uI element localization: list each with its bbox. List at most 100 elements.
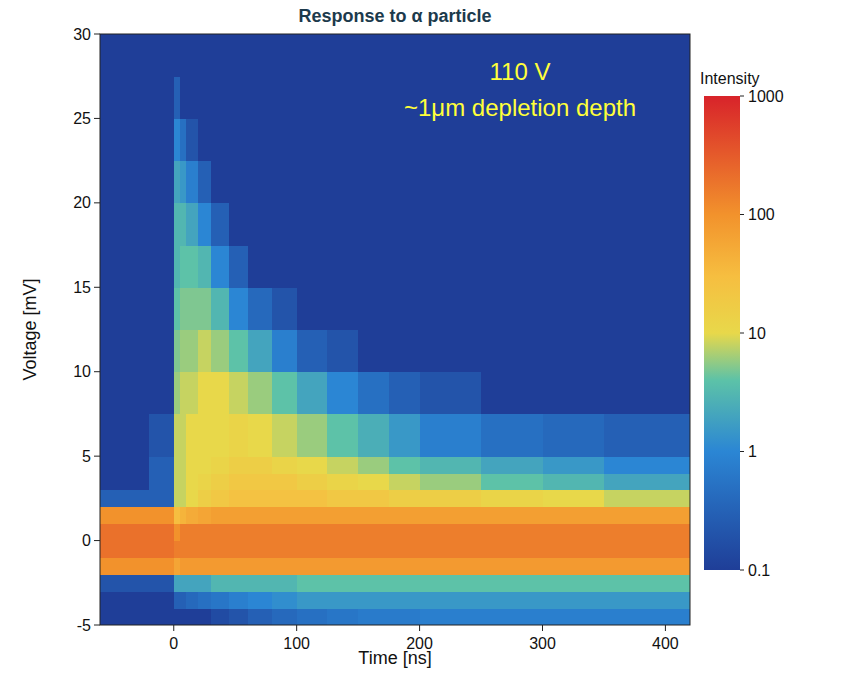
heatmap-cell xyxy=(389,473,420,490)
heatmap-cell xyxy=(100,118,150,161)
heatmap-cell xyxy=(248,118,273,161)
heatmap-cell xyxy=(211,507,230,524)
heatmap-cell xyxy=(211,118,230,161)
heatmap-cell xyxy=(180,414,187,457)
heatmap-cell xyxy=(174,118,181,161)
heatmap-cell xyxy=(229,473,248,490)
heatmap-cell xyxy=(180,330,187,373)
y-tick-label: 30 xyxy=(73,26,91,43)
heatmap-cell xyxy=(174,456,181,473)
colorbar-tick xyxy=(740,96,744,97)
heatmap-cell xyxy=(481,574,543,591)
chart: Response to α particle0100200300400-5051… xyxy=(0,0,851,681)
heatmap-cell xyxy=(149,34,174,77)
heatmap-cell xyxy=(149,524,174,541)
heatmap-cell xyxy=(229,507,248,524)
heatmap-cell xyxy=(186,524,199,541)
heatmap-cell xyxy=(180,161,187,204)
x-axis-title: Time [ns] xyxy=(358,648,431,668)
heatmap-cell xyxy=(297,76,328,119)
heatmap-cell xyxy=(327,161,358,204)
heatmap-cell xyxy=(180,76,187,119)
heatmap-cell xyxy=(604,574,690,591)
x-tick xyxy=(542,625,543,631)
y-tick xyxy=(94,202,100,203)
heatmap-cell xyxy=(272,372,297,415)
heatmap-cell xyxy=(198,490,211,507)
heatmap-cell xyxy=(272,456,297,473)
heatmap-cell xyxy=(327,608,358,625)
heatmap-cell xyxy=(272,473,297,490)
heatmap-cell xyxy=(198,473,211,490)
heatmap-cell xyxy=(229,245,248,288)
heatmap-cell xyxy=(180,203,187,246)
y-tick-label: 20 xyxy=(73,194,91,211)
heatmap-cell xyxy=(186,507,199,524)
heatmap-cell xyxy=(327,330,358,373)
heatmap-cell xyxy=(604,287,690,330)
heatmap-cell xyxy=(481,330,543,373)
heatmap-cell xyxy=(229,287,248,330)
colorbar-tick-label: 100 xyxy=(748,206,775,223)
y-tick xyxy=(94,371,100,372)
heatmap-cell xyxy=(272,524,297,541)
heatmap-cell xyxy=(149,372,174,415)
heatmap-cell xyxy=(297,490,328,507)
heatmap-cell xyxy=(229,161,248,204)
heatmap-cell xyxy=(543,203,605,246)
heatmap-cell xyxy=(358,456,389,473)
heatmap-cell xyxy=(297,608,328,625)
heatmap-cell xyxy=(604,524,690,541)
heatmap-cell xyxy=(100,203,150,246)
heatmap-cell xyxy=(149,541,174,558)
heatmap-cell xyxy=(248,287,273,330)
heatmap-cell xyxy=(297,524,328,541)
heatmap-cell xyxy=(174,557,181,574)
heatmap-cell xyxy=(100,76,150,119)
heatmap-cell xyxy=(297,34,328,77)
heatmap-cell xyxy=(358,372,389,415)
heatmap-cell xyxy=(297,372,328,415)
heatmap-cell xyxy=(186,76,199,119)
heatmap-cell xyxy=(481,490,543,507)
heatmap-cell xyxy=(481,507,543,524)
heatmap-cell xyxy=(604,245,690,288)
heatmap-cell xyxy=(198,118,211,161)
heatmap-cell xyxy=(543,456,605,473)
heatmap-cell xyxy=(186,330,199,373)
heatmap-cell xyxy=(198,456,211,473)
colorbar xyxy=(704,96,740,570)
heatmap-cell xyxy=(100,473,150,490)
heatmap-cell xyxy=(327,507,358,524)
heatmap-cell xyxy=(481,473,543,490)
heatmap-cell xyxy=(543,330,605,373)
heatmap-cell xyxy=(420,245,482,288)
heatmap-cell xyxy=(272,245,297,288)
heatmap-cell xyxy=(248,372,273,415)
heatmap-cell xyxy=(248,34,273,77)
heatmap-cell xyxy=(186,608,199,625)
heatmap-cell xyxy=(211,524,230,541)
heatmap-cell xyxy=(543,245,605,288)
heatmap-cell xyxy=(174,541,181,558)
heatmap-cell xyxy=(100,414,150,457)
heatmap-cell xyxy=(297,245,328,288)
heatmap-cell xyxy=(229,524,248,541)
x-tick-label: 0 xyxy=(169,635,178,652)
heatmap-cell xyxy=(358,118,389,161)
heatmap-cell xyxy=(543,524,605,541)
heatmap-cell xyxy=(198,414,211,457)
heatmap-cell xyxy=(389,34,420,77)
heatmap-cell xyxy=(248,161,273,204)
heatmap-cell xyxy=(174,245,181,288)
heatmap-cell xyxy=(604,507,690,524)
heatmap-cell xyxy=(543,161,605,204)
heatmap-cell xyxy=(358,524,389,541)
x-tick xyxy=(419,625,420,631)
heatmap-cell xyxy=(389,608,420,625)
heatmap-cell xyxy=(198,608,211,625)
heatmap-cell xyxy=(358,507,389,524)
heatmap-cell xyxy=(174,34,181,77)
heatmap-cell xyxy=(186,456,199,473)
heatmap-cell xyxy=(174,524,181,541)
